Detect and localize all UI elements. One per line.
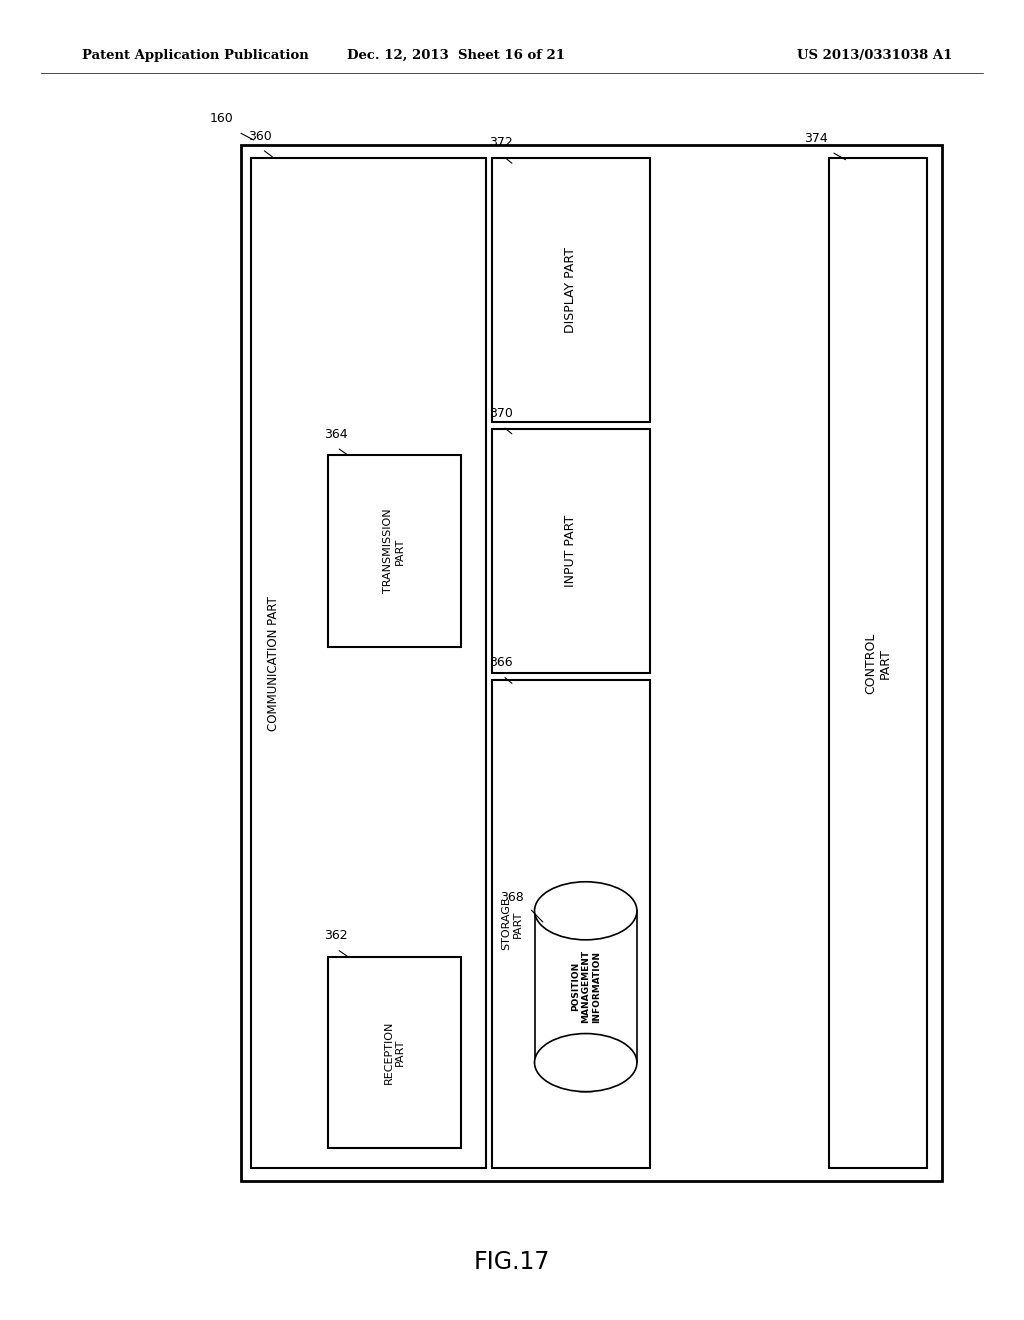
Bar bbox=[251, 158, 486, 1168]
Bar bbox=[492, 158, 650, 422]
Bar bbox=[535, 911, 637, 1063]
Bar bbox=[829, 158, 927, 1168]
Text: 362: 362 bbox=[324, 929, 347, 942]
Text: Patent Application Publication: Patent Application Publication bbox=[82, 49, 308, 62]
Text: 368: 368 bbox=[501, 891, 524, 904]
Text: STORAGE
PART: STORAGE PART bbox=[501, 898, 523, 950]
Ellipse shape bbox=[535, 882, 637, 940]
Text: FIG.17: FIG.17 bbox=[474, 1250, 550, 1274]
Bar bbox=[492, 680, 650, 1168]
Text: DISPLAY PART: DISPLAY PART bbox=[564, 247, 578, 334]
Text: 360: 360 bbox=[248, 129, 271, 143]
Text: 374: 374 bbox=[804, 132, 827, 145]
Text: RECEPTION
PART: RECEPTION PART bbox=[383, 1020, 406, 1085]
Text: Dec. 12, 2013  Sheet 16 of 21: Dec. 12, 2013 Sheet 16 of 21 bbox=[347, 49, 564, 62]
Text: COMMUNICATION PART: COMMUNICATION PART bbox=[267, 595, 280, 731]
Bar bbox=[492, 429, 650, 673]
Text: 160: 160 bbox=[210, 112, 233, 125]
Text: 364: 364 bbox=[324, 428, 347, 441]
Text: CONTROL
PART: CONTROL PART bbox=[864, 632, 892, 694]
Text: 372: 372 bbox=[489, 136, 513, 149]
Text: INPUT PART: INPUT PART bbox=[564, 515, 578, 587]
Ellipse shape bbox=[535, 1034, 637, 1092]
Bar bbox=[328, 957, 461, 1148]
Text: 370: 370 bbox=[489, 407, 513, 420]
Bar bbox=[328, 455, 461, 647]
Text: 366: 366 bbox=[489, 656, 513, 669]
Text: US 2013/0331038 A1: US 2013/0331038 A1 bbox=[797, 49, 952, 62]
Text: POSITION
MANAGEMENT
INFORMATION: POSITION MANAGEMENT INFORMATION bbox=[570, 950, 601, 1023]
Bar bbox=[532, 1063, 639, 1092]
Text: TRANSMISSION
PART: TRANSMISSION PART bbox=[383, 508, 406, 594]
Bar bbox=[241, 145, 942, 1181]
